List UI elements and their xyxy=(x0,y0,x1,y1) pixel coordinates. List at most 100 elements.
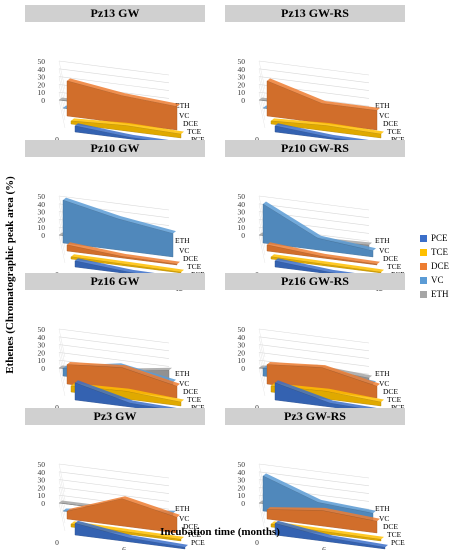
chart-title: Pz13 GW xyxy=(25,5,205,22)
legend: PCE TCE DCE VC ETH xyxy=(420,232,466,302)
gridline xyxy=(58,367,66,397)
series-tce xyxy=(70,118,184,139)
y-tick-label: 10 xyxy=(38,491,46,500)
gridline xyxy=(58,463,66,493)
series-label-vc: VC xyxy=(179,514,189,523)
series-label-eth: ETH xyxy=(375,236,390,245)
gridline xyxy=(258,92,266,121)
y-tick-label: 10 xyxy=(238,356,246,365)
series-area xyxy=(66,80,178,131)
chart-panel: Pz16 GW01020304050ETHVCDCETCEPCE0612 xyxy=(25,273,205,426)
series-label-dce: DCE xyxy=(183,522,198,531)
series-area xyxy=(62,199,174,258)
gridline xyxy=(58,336,66,365)
chart-panel: Pz3 GW-RS01020304050ETHVCDCETCEPCE0612 xyxy=(225,408,405,550)
legend-label: TCE xyxy=(431,247,448,257)
gridline xyxy=(258,328,370,344)
series-label-eth: ETH xyxy=(175,236,190,245)
series-top-face xyxy=(263,201,376,251)
y-tick-label: 20 xyxy=(38,80,46,89)
y-tick-label: 20 xyxy=(38,348,46,357)
y-tick-label: 0 xyxy=(241,231,245,240)
series-top-face xyxy=(71,521,184,540)
y-tick-label: 10 xyxy=(238,88,246,97)
series-label-tce: TCE xyxy=(187,395,202,404)
legend-label: ETH xyxy=(431,289,449,299)
y-tick-label: 10 xyxy=(38,356,46,365)
y-tick-label: 50 xyxy=(238,325,246,334)
chart-title: Pz3 GW xyxy=(25,408,205,425)
gridline xyxy=(58,234,66,264)
series-area xyxy=(274,523,386,550)
series-label-eth: ETH xyxy=(175,504,190,513)
gridline xyxy=(258,336,266,365)
series-area xyxy=(270,120,382,139)
gridline xyxy=(58,471,170,487)
x-tick-label: 6 xyxy=(322,545,326,550)
y-tick-label: 0 xyxy=(241,364,245,373)
gridline xyxy=(58,92,66,121)
gridline xyxy=(258,336,370,352)
gridline xyxy=(58,471,66,500)
chart-svg: 01020304050ETHVCDCETCEPCE0612 xyxy=(38,192,206,293)
series-label-eth: ETH xyxy=(175,369,190,378)
series-label-pce: PCE xyxy=(191,135,205,144)
series-label-tce: TCE xyxy=(187,262,202,271)
series-label-dce: DCE xyxy=(183,387,198,396)
series-label-tce: TCE xyxy=(387,530,402,539)
series-label-vc: VC xyxy=(379,111,389,120)
gridline xyxy=(58,328,66,358)
gridline xyxy=(258,60,266,90)
y-tick-label: 30 xyxy=(38,73,46,82)
series-label-tce: TCE xyxy=(387,262,402,271)
x-tick-label: 6 xyxy=(122,545,126,550)
series-vc xyxy=(262,201,376,258)
y-tick-label: 40 xyxy=(238,200,246,209)
series-label-pce: PCE xyxy=(391,135,405,144)
legend-swatch xyxy=(420,277,427,284)
gridline xyxy=(258,195,370,211)
x-axis-label: Incubation time (months) xyxy=(160,526,280,538)
legend-item-pce: PCE xyxy=(420,232,466,244)
series-top-face xyxy=(67,242,180,265)
series-label-pce: PCE xyxy=(191,403,205,412)
y-tick-label: 50 xyxy=(38,57,46,66)
series-label-dce: DCE xyxy=(183,119,198,128)
series-top-face xyxy=(267,78,380,111)
series-top-face xyxy=(59,365,172,372)
y-tick-label: 50 xyxy=(38,325,46,334)
y-tick-label: 40 xyxy=(38,65,46,74)
series-area xyxy=(66,498,178,534)
y-tick-label: 40 xyxy=(38,468,46,477)
gridline xyxy=(58,227,66,256)
series-area xyxy=(266,509,378,534)
series-label-vc: VC xyxy=(179,246,189,255)
series-label-pce: PCE xyxy=(391,403,405,412)
series-top-face xyxy=(271,254,384,273)
gridline xyxy=(258,234,266,264)
y-tick-label: 0 xyxy=(41,499,45,508)
series-top-face xyxy=(271,521,384,540)
gridline xyxy=(58,195,170,211)
series-label-dce: DCE xyxy=(383,522,398,531)
series-label-vc: VC xyxy=(379,514,389,523)
chart-title: Pz10 GW-RS xyxy=(225,140,405,157)
gridline xyxy=(258,76,370,91)
chart-panel: Pz10 GW01020304050ETHVCDCETCEPCE0612 xyxy=(25,140,206,293)
series-area xyxy=(266,80,378,131)
gridline xyxy=(258,495,266,524)
series-area xyxy=(70,120,182,139)
series-area xyxy=(262,203,374,258)
gridline xyxy=(58,60,170,76)
gridline xyxy=(58,479,170,494)
gridline xyxy=(258,360,266,389)
legend-swatch xyxy=(420,263,427,270)
legend-item-tce: TCE xyxy=(420,246,466,258)
y-tick-label: 0 xyxy=(41,96,45,105)
series-label-eth: ETH xyxy=(375,101,390,110)
y-tick-label: 10 xyxy=(238,223,246,232)
legend-swatch xyxy=(420,235,427,242)
gridline xyxy=(58,344,170,359)
legend-item-vc: VC xyxy=(420,274,466,286)
y-tick-label: 30 xyxy=(38,476,46,485)
